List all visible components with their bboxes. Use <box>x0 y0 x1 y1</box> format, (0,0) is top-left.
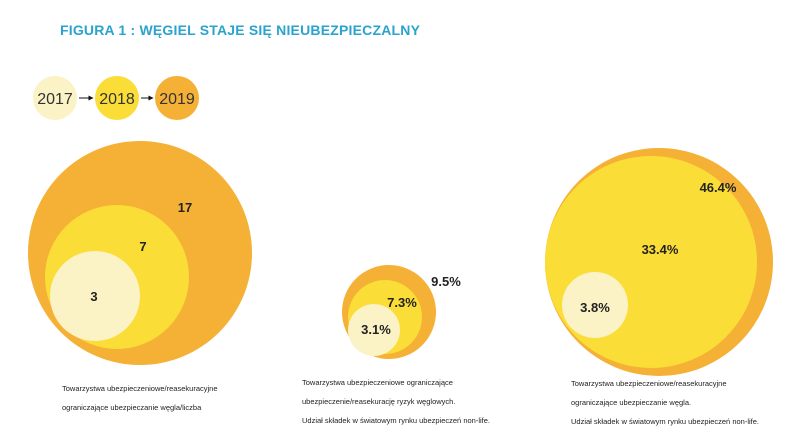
caption-reinsurance-share: Towarzystwa ubezpieczeniowe ograniczając… <box>302 376 532 433</box>
data-label-2019: 17 <box>178 200 192 215</box>
data-label-2019: 46.4% <box>700 180 737 195</box>
bubble-2017 <box>50 251 140 341</box>
bubble-2017 <box>348 304 400 356</box>
data-label-2017: 3.8% <box>580 300 610 315</box>
legend-swatch-2018 <box>95 76 139 120</box>
data-label-2017: 3 <box>90 289 97 304</box>
legend-label-2017: 2017 <box>37 91 73 108</box>
data-label-2017: 3.1% <box>361 322 391 337</box>
year-legend: 2017 2018 2019 <box>33 76 199 120</box>
caption-line: Towarzystwa ubezpieczeniowe/reasekuracyj… <box>62 384 218 393</box>
bubble-group-2: 9.5% 7.3% 3.1% <box>342 265 461 359</box>
bubble-group-3: 46.4% 33.4% 3.8% <box>545 148 773 376</box>
caption-insurance-share: Towarzystwa ubezpieczeniowe/reasekuracyj… <box>571 377 791 434</box>
legend-label-2018: 2018 <box>99 91 135 108</box>
caption-line: ograniczające ubezpieczanie węgla. <box>571 398 692 407</box>
data-label-2018: 7 <box>139 239 146 254</box>
legend-swatch-2019 <box>155 76 199 120</box>
caption-line: Towarzystwa ubezpieczeniowe/reasekuracyj… <box>571 379 727 388</box>
legend-label-2019: 2019 <box>159 91 195 108</box>
caption-insurers-count: Towarzystwa ubezpieczeniowe/reasekuracyj… <box>62 382 292 420</box>
caption-line: ograniczające ubezpieczanie węgla/liczba <box>62 403 202 412</box>
figure-title: FIGURA 1 : WĘGIEL STAJE SIĘ NIEUBEZPIECZ… <box>60 22 421 38</box>
legend-swatch-2017 <box>33 76 77 120</box>
caption-line: Udział składek w światowym rynku ubezpie… <box>571 417 759 426</box>
caption-line: ubezpieczenie/reasekurację ryzyk węglowy… <box>302 397 456 406</box>
data-label-2018: 7.3% <box>387 295 417 310</box>
bubble-2017 <box>562 272 628 338</box>
caption-line: Towarzystwa ubezpieczeniowe ograniczając… <box>302 378 453 387</box>
data-label-2019: 9.5% <box>431 274 461 289</box>
caption-line: Udział składek w światowym rynku ubezpie… <box>302 416 490 425</box>
data-label-2018: 33.4% <box>642 242 679 257</box>
